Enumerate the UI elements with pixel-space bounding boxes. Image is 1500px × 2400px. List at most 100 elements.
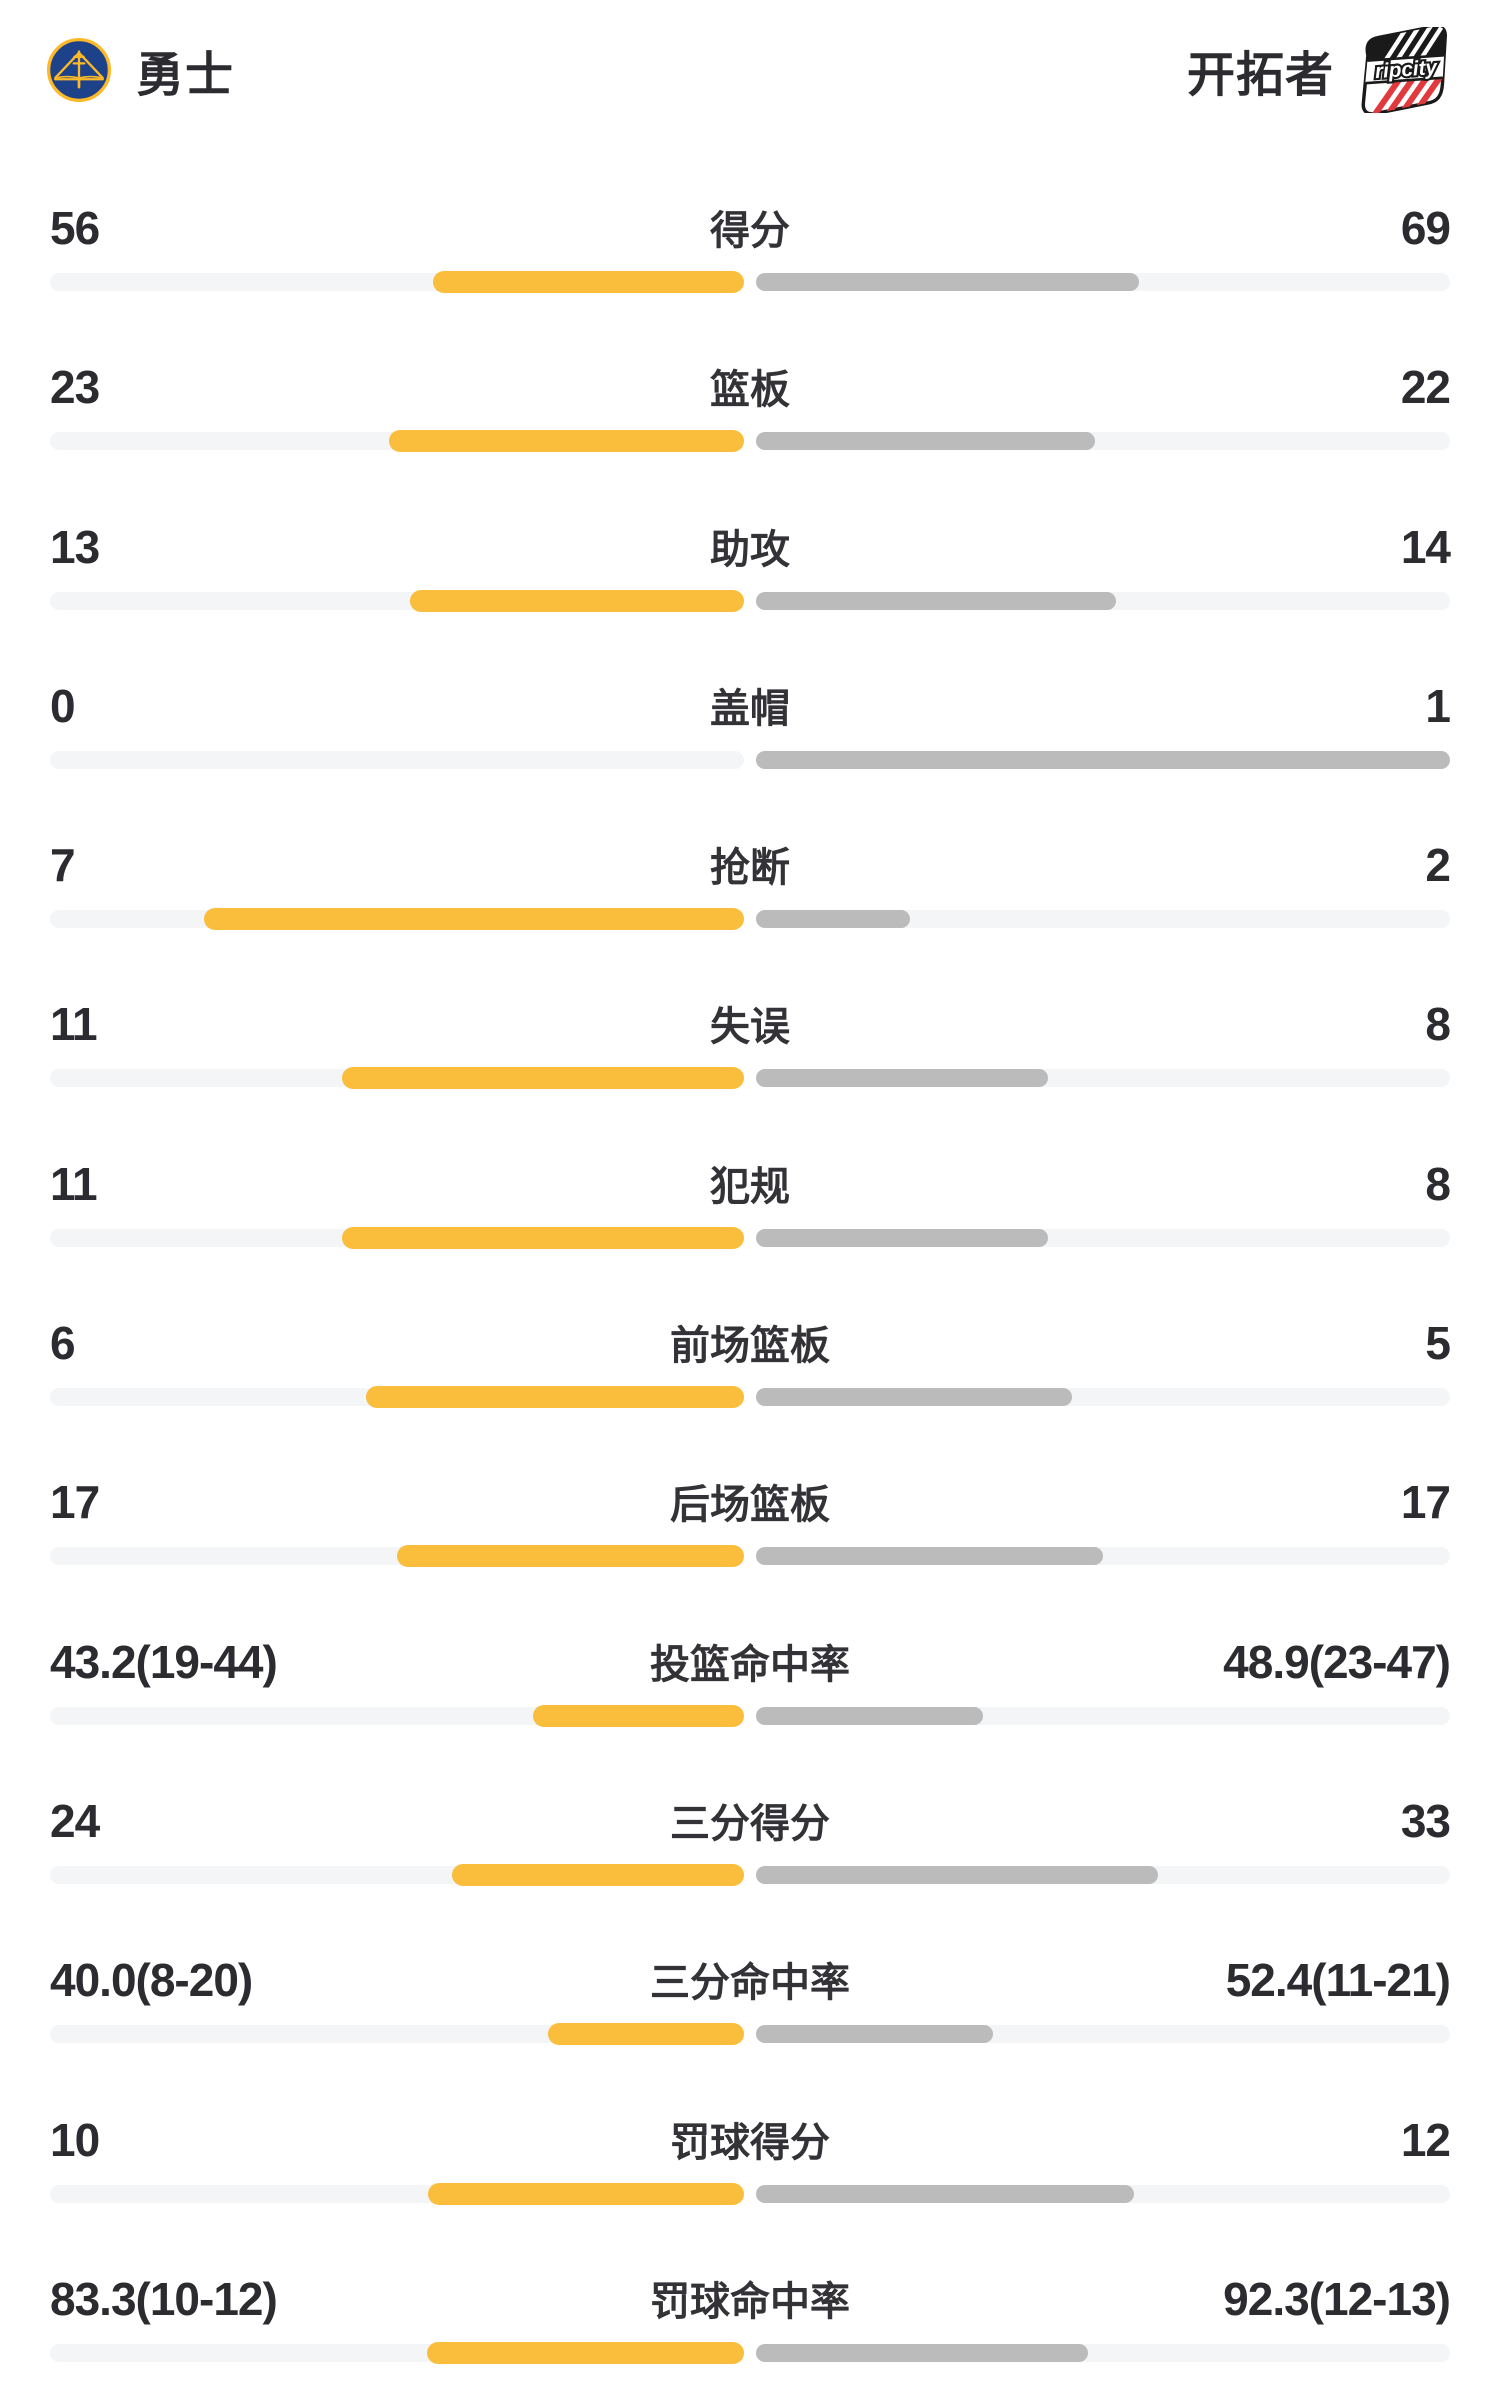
home-bar-fill <box>342 1226 744 1249</box>
stat-bar <box>50 271 1450 293</box>
stat-row-3: 13 助攻 14 <box>50 483 1451 642</box>
stat-row-6: 11 失误 8 <box>50 960 1451 1119</box>
stat-row-14: 83.3(10-12) 罚球命中率 92.3(12-13) <box>50 2235 1451 2394</box>
away-bar-fill <box>756 750 1450 769</box>
stat-label: 投篮命中率 <box>650 1642 850 1687</box>
stat-row-12: 40.0(8-20) 三分命中率 52.4(11-21) <box>50 1916 1451 2075</box>
stat-bar <box>50 1226 1450 1249</box>
home-stat-value: 13 <box>50 520 100 573</box>
home-team-name: 勇士 <box>136 49 235 102</box>
stat-row-7: 11 犯规 8 <box>50 1120 1451 1279</box>
stat-row-9: 17 后场篮板 17 <box>50 1438 1451 1597</box>
home-stat-value: 43.2(19-44) <box>50 1635 278 1688</box>
away-bar-fill <box>756 432 1095 451</box>
away-stat-value: 12 <box>1400 2113 1451 2166</box>
stat-label: 罚球命中率 <box>650 2279 850 2324</box>
home-bar-fill <box>410 589 744 612</box>
stat-label: 助攻 <box>710 527 790 572</box>
stat-label: 篮板 <box>710 368 790 413</box>
away-bar-fill <box>756 591 1116 610</box>
away-stat-value: 8 <box>1425 1157 1451 1210</box>
home-stat-value: 10 <box>50 2113 100 2166</box>
stat-label: 三分得分 <box>670 1801 830 1846</box>
home-bar-fill <box>389 430 744 453</box>
home-stat-value: 6 <box>50 1317 76 1370</box>
away-bar-track <box>756 910 1450 929</box>
home-stat-value: 24 <box>50 1794 100 1847</box>
away-stat-value: 48.9(23-47) <box>1223 1635 1451 1688</box>
away-bar-fill <box>756 2343 1088 2362</box>
away-bar-fill <box>756 1388 1072 1407</box>
away-stat-value: 14 <box>1400 520 1451 573</box>
home-bar-fill <box>452 1863 744 1886</box>
stat-label: 失误 <box>710 1005 790 1050</box>
stat-bar <box>50 430 1450 453</box>
away-team: 开拓者 <box>1187 27 1454 113</box>
away-stat-value: 52.4(11-21) <box>1225 1954 1451 2007</box>
home-stat-value: 40.0(8-20) <box>50 1954 253 2007</box>
ripcity-logo-icon: ripcity <box>1358 27 1451 113</box>
home-bar-fill <box>397 1545 744 1568</box>
home-bar-fill <box>433 271 744 293</box>
warriors-logo-icon <box>46 37 112 103</box>
home-bar-fill <box>342 1067 744 1090</box>
stat-row-2: 23 篮板 22 <box>50 323 1451 482</box>
home-team: 勇士 <box>46 35 234 105</box>
stat-label: 罚球得分 <box>670 2120 830 2165</box>
away-bar-fill <box>756 1069 1048 1088</box>
stat-bar <box>50 2341 1450 2364</box>
away-bar-fill <box>756 1228 1048 1247</box>
away-bar-fill <box>756 1547 1103 1566</box>
stats-comparison-list: 56 得分 69 23 篮板 22 <box>0 112 1500 2394</box>
away-bar-fill <box>756 1865 1158 1884</box>
away-bar-fill <box>756 910 910 929</box>
away-stat-value: 8 <box>1425 998 1451 1051</box>
stat-row-4: 0 盖帽 1 <box>50 642 1451 801</box>
away-team-name: 开拓者 <box>1186 49 1334 102</box>
stat-row-5: 7 抢断 2 <box>50 801 1451 960</box>
stat-bar <box>50 749 1450 771</box>
away-stat-value: 17 <box>1400 1476 1451 1529</box>
home-stat-value: 23 <box>50 361 100 414</box>
home-stat-value: 56 <box>50 202 100 254</box>
home-bar-track <box>50 750 744 769</box>
stat-bar <box>50 1067 1450 1090</box>
stat-label: 得分 <box>710 209 790 253</box>
stat-label: 前场篮板 <box>670 1324 830 1369</box>
away-bar-fill <box>756 273 1139 291</box>
home-stat-value: 17 <box>50 1476 100 1529</box>
home-stat-value: 7 <box>50 839 76 892</box>
stat-bar <box>50 908 1450 931</box>
away-stat-value: 33 <box>1400 1794 1451 1847</box>
away-stat-value: 69 <box>1400 202 1451 254</box>
home-stat-value: 11 <box>50 998 98 1051</box>
stat-label: 抢断 <box>710 846 790 891</box>
home-bar-fill <box>366 1386 744 1409</box>
home-bar-fill <box>204 908 744 931</box>
away-bar-fill <box>756 2184 1134 2203</box>
away-stat-value: 92.3(12-13) <box>1223 2272 1451 2325</box>
away-stat-value: 1 <box>1425 679 1451 732</box>
stat-row-1: 56 得分 69 <box>50 164 1451 323</box>
stat-bar <box>50 2182 1450 2205</box>
away-stat-value: 2 <box>1425 839 1451 892</box>
home-stat-value: 11 <box>50 1157 98 1210</box>
stat-row-11: 24 三分得分 33 <box>50 1757 1451 1916</box>
home-bar-fill <box>548 2023 744 2046</box>
stat-row-10: 43.2(19-44) 投篮命中率 48.9(23-47) <box>50 1598 1451 1757</box>
stat-bar <box>50 1704 1450 1727</box>
away-stat-value: 5 <box>1425 1317 1451 1370</box>
stat-bar <box>50 1386 1450 1409</box>
home-stat-value: 83.3(10-12) <box>50 2272 278 2325</box>
header: 勇士 开拓者 <box>0 27 1500 113</box>
stat-label: 犯规 <box>710 1164 790 1209</box>
stat-bar <box>50 1863 1450 1886</box>
stat-bar <box>50 589 1450 612</box>
away-stat-value: 22 <box>1400 361 1451 414</box>
ripcity-logo-text: ripcity <box>1374 56 1439 83</box>
home-bar-fill <box>428 2182 744 2205</box>
stat-bar <box>50 1545 1450 1568</box>
home-bar-fill <box>533 1704 744 1727</box>
stat-row-13: 10 罚球得分 12 <box>50 2076 1451 2235</box>
stat-label: 三分命中率 <box>650 1961 850 2006</box>
